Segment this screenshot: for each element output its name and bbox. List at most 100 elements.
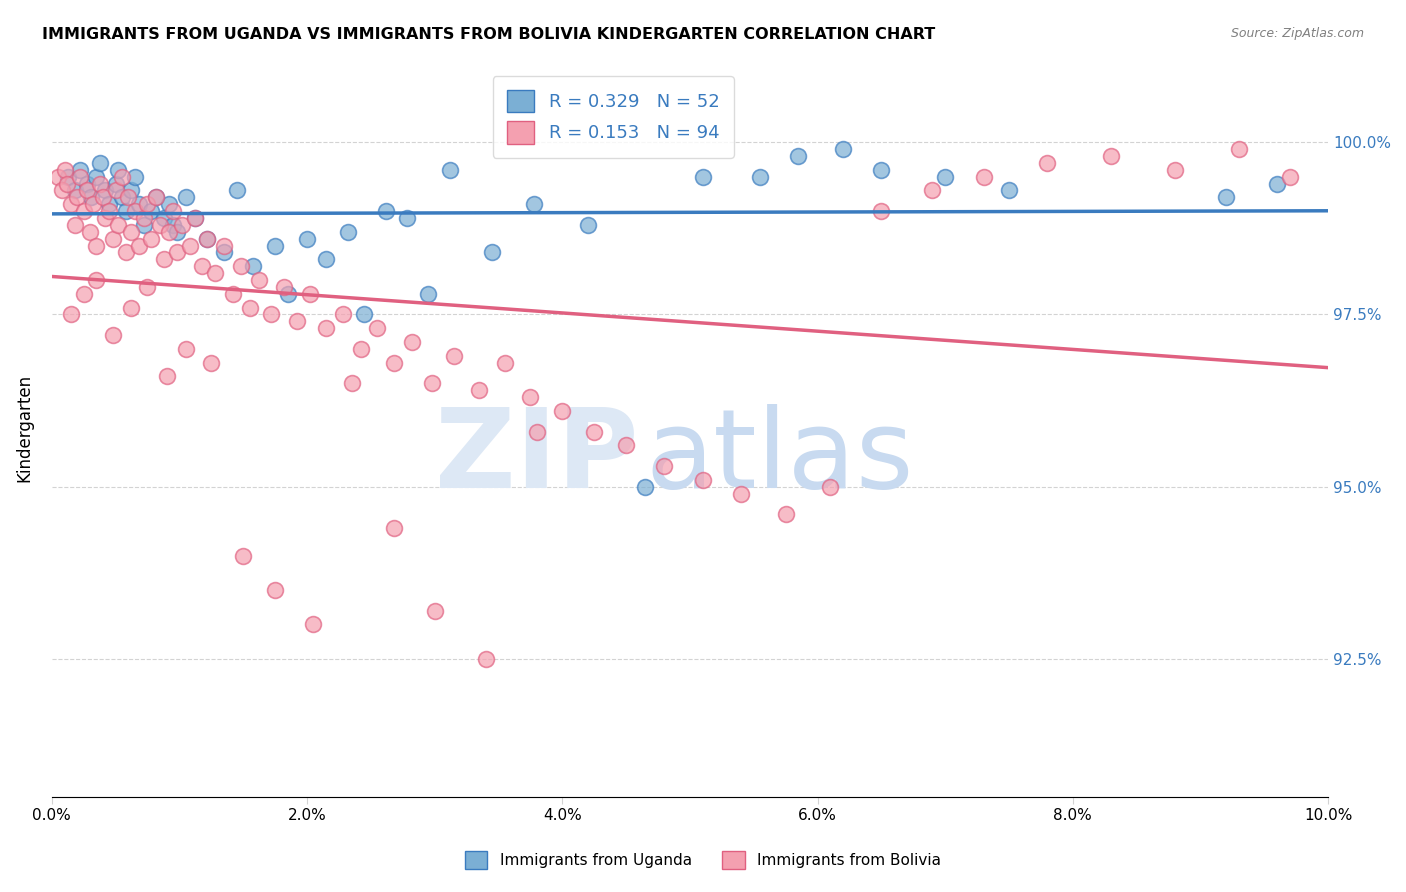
Point (183, 211, 205, 225)
Point (111, 169, 134, 184)
Point (114, 204, 136, 219)
Point (382, 356, 405, 370)
Point (145, 190, 167, 204)
Point (298, 286, 321, 301)
Point (260, 308, 283, 322)
Point (232, 549, 254, 563)
Point (349, 342, 371, 356)
Point (366, 321, 388, 335)
Text: ZIP: ZIP (434, 404, 638, 511)
Point (614, 438, 637, 452)
Point (136, 280, 159, 294)
Point (1164, 162, 1187, 177)
Point (519, 390, 541, 404)
Point (51, 184, 73, 198)
Point (63, 184, 86, 198)
Point (420, 376, 443, 391)
Point (222, 286, 245, 301)
Point (91, 190, 114, 204)
Point (111, 190, 134, 204)
Point (1278, 169, 1301, 184)
Point (101, 328, 124, 343)
Point (174, 342, 197, 356)
Point (73, 204, 96, 219)
Point (1215, 190, 1237, 204)
Point (132, 211, 155, 225)
Point (302, 617, 325, 632)
Point (332, 308, 354, 322)
Point (59, 308, 82, 322)
Point (162, 204, 184, 219)
Point (162, 218, 184, 232)
Point (820, 480, 842, 494)
Point (921, 184, 943, 198)
Point (128, 238, 150, 252)
Point (576, 218, 599, 232)
Point (166, 245, 188, 260)
Point (179, 238, 201, 252)
Point (832, 142, 855, 156)
Point (58, 169, 80, 184)
Point (53, 162, 76, 177)
Legend: R = 0.329   N = 52, R = 0.153   N = 94: R = 0.329 N = 52, R = 0.153 N = 94 (492, 76, 734, 158)
Point (69, 169, 91, 184)
Point (692, 169, 714, 184)
Point (468, 384, 491, 398)
Text: Source: ZipAtlas.com: Source: ZipAtlas.com (1230, 27, 1364, 40)
Y-axis label: Kindergarten: Kindergarten (15, 374, 32, 483)
Point (79, 225, 101, 239)
Point (654, 458, 676, 473)
Point (787, 149, 810, 163)
Point (166, 225, 188, 239)
Point (998, 184, 1021, 198)
Point (353, 308, 375, 322)
Point (107, 218, 129, 232)
Point (336, 225, 359, 239)
Point (212, 238, 235, 252)
Point (128, 197, 150, 211)
Point (120, 301, 142, 315)
Point (124, 169, 146, 184)
Point (200, 356, 222, 370)
Point (86, 273, 108, 287)
Point (264, 582, 287, 597)
Point (494, 356, 516, 370)
Point (89, 177, 111, 191)
Point (86, 238, 108, 252)
Point (481, 245, 503, 260)
Point (117, 190, 139, 204)
Point (114, 245, 136, 260)
Point (551, 404, 574, 418)
Point (149, 218, 172, 232)
Point (66, 190, 89, 204)
Point (277, 286, 299, 301)
Point (526, 425, 548, 439)
Point (120, 184, 142, 198)
Point (315, 321, 337, 335)
Point (153, 211, 176, 225)
Point (443, 349, 465, 363)
Point (94, 184, 117, 198)
Point (82, 197, 104, 211)
Point (124, 204, 146, 219)
Point (439, 162, 461, 177)
Point (973, 169, 995, 184)
Point (69, 162, 91, 177)
Point (242, 259, 264, 273)
Point (375, 204, 398, 219)
Point (89, 156, 111, 170)
Point (197, 232, 219, 246)
Point (870, 204, 893, 219)
Point (749, 169, 772, 184)
Point (157, 225, 180, 239)
Point (474, 652, 496, 666)
Point (730, 486, 752, 500)
Point (1265, 177, 1288, 191)
Point (247, 273, 270, 287)
Point (1036, 156, 1059, 170)
Point (94, 211, 117, 225)
Point (204, 266, 226, 280)
Point (153, 252, 176, 267)
Point (229, 259, 252, 273)
Point (285, 314, 308, 328)
